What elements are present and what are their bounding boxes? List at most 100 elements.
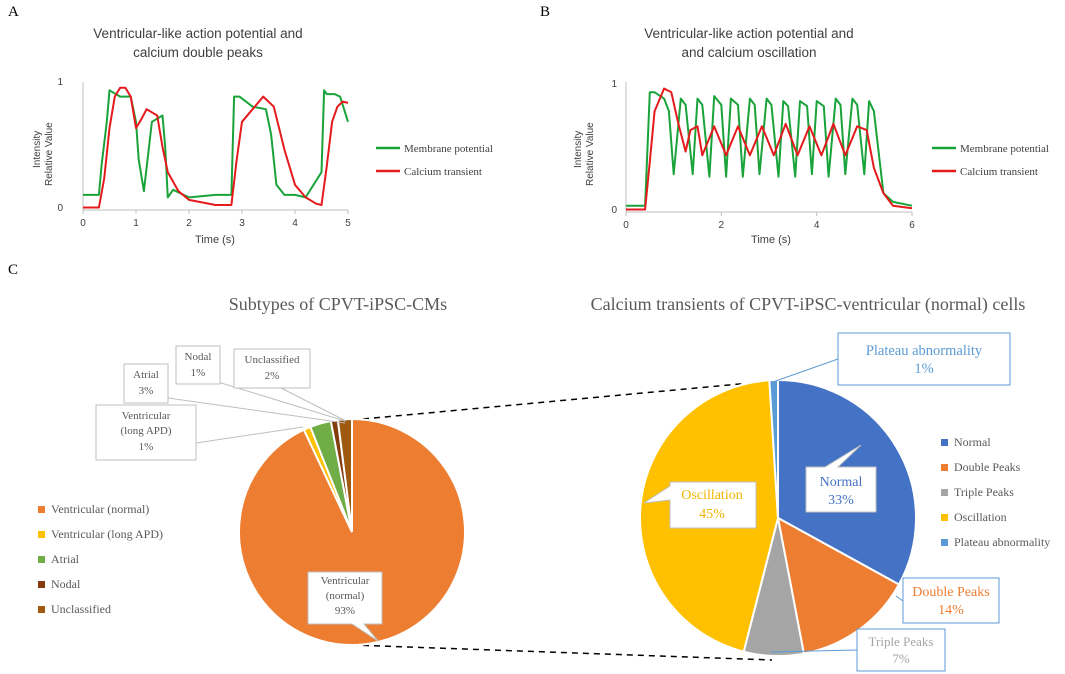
pie-right-legend-label-double-peaks: Double Peaks (954, 460, 1021, 474)
panel-a-title-line-1: Ventricular-like action potential and (93, 26, 302, 41)
pie-right-legend-label-plateau-abnormality: Plateau abnormality (954, 535, 1050, 549)
panel-a-xlabel: Time (s) (195, 234, 235, 246)
callout-nodal: Nodal 1% (175, 345, 221, 385)
callout-double-peaks: Double Peaks 14% (895, 577, 1000, 624)
callout-ventricular-normal-line-3: 93% (335, 605, 355, 617)
pie-left-legend-swatch-nodal (38, 581, 45, 588)
panel-b-series-membrane-potential (626, 91, 913, 207)
panel-c-letter: C (8, 262, 18, 278)
callout-unclassified-box (233, 348, 311, 389)
panel-b-xtick-3: 6 (909, 220, 915, 231)
callout-normal-line-2: 33% (828, 493, 854, 508)
panel-b-ytick-0: 0 (611, 205, 617, 216)
pie-left-legend-label-ventricular-normal: Ventricular (normal) (51, 502, 149, 516)
callout-oscillation-line-2: 45% (699, 507, 725, 522)
pie-right-legend-swatch-plateau-abnormality (941, 539, 948, 546)
callout-triple-peaks-line-2: 7% (892, 651, 910, 666)
panel-a-xtick-0: 0 (80, 218, 86, 229)
pie-left-legend-label-nodal: Nodal (51, 577, 81, 591)
pie-left (238, 417, 466, 646)
callout-normal: Normal 33% (805, 444, 877, 513)
panel-a-xtick-5: 5 (345, 218, 351, 229)
leader-plateau (772, 358, 839, 383)
zoom-connector-bottom (351, 644, 773, 661)
callout-plateau-line-2: 1% (914, 361, 933, 377)
panel-a-xtick-2: 2 (186, 218, 192, 229)
pie-right-legend-swatch-double-peaks (941, 464, 948, 471)
callout-ventricular-long-line-2: (long APD) (120, 425, 171, 437)
leader-ventricular-long (195, 426, 304, 444)
panel-a-title-line-2: calcium double peaks (133, 45, 263, 60)
callout-triple-peaks: Triple Peaks 7% (769, 628, 946, 672)
callout-unclassified-line-2: 2% (265, 370, 280, 382)
panel-a-xtick-4: 4 (292, 218, 298, 229)
callout-double-peaks-box (902, 577, 1000, 624)
panel-b-legend: Membrane potential Calcium transient (932, 143, 1049, 178)
callout-atrial: Atrial 3% (123, 363, 169, 404)
panel-a-legend-membrane: Membrane potential (404, 143, 493, 155)
panel-b-xlabel: Time (s) (751, 234, 791, 246)
leader-atrial (167, 397, 346, 424)
panel-a-series-membrane-potential (83, 89, 349, 199)
panel-b-letter: B (540, 4, 550, 20)
pie-left-legend-swatch-ventricular-normal (38, 506, 45, 513)
leader-double-peaks (895, 595, 904, 602)
callout-ventricular-normal-line-2: (normal) (326, 590, 365, 602)
callout-ventricular-long: Ventricular (long APD) 1% (95, 404, 197, 461)
pie-left-legend-swatch-unclassified (38, 606, 45, 613)
callout-triple-peaks-box (856, 628, 946, 672)
callout-ventricular-long-box (95, 404, 197, 461)
panel-b-ylabel-line-2: Relative Value (585, 122, 596, 186)
callout-ventricular-normal: Ventricular (normal) 93% (307, 571, 383, 642)
panel-a-ytick-0: 0 (57, 203, 63, 214)
pie-right-title: Calcium transients of CPVT-iPSC-ventricu… (591, 294, 1026, 315)
callout-atrial-box (123, 363, 169, 404)
pie-left-title: Subtypes of CPVT-iPSC-CMs (229, 294, 447, 314)
panel-a-xtick-3: 3 (239, 218, 245, 229)
pie-left-legend-label-ventricular-long-apd: Ventricular (long APD) (51, 527, 163, 541)
pie-left-legend-label-atrial: Atrial (51, 552, 80, 566)
pie-left-legend-swatch-ventricular-long-apd (38, 531, 45, 538)
pie-left-legend-label-unclassified: Unclassified (51, 602, 111, 616)
callout-nodal-box (175, 345, 221, 385)
callout-unclassified: Unclassified 2% (233, 348, 311, 389)
panel-b-ytick-1: 1 (611, 79, 617, 90)
panel-b-legend-calcium: Calcium transient (960, 166, 1038, 178)
panel-a-ytick-1: 1 (57, 77, 63, 88)
panel-a-ylabel-line-1: Intensity (32, 131, 43, 168)
pie-right-legend-swatch-oscillation (941, 514, 948, 521)
panel-b-ylabel-line-1: Intensity (573, 131, 584, 168)
callout-unclassified-line-1: Unclassified (245, 354, 300, 366)
panel-b-series-calcium-transient (626, 87, 913, 211)
panel-a-legend-calcium: Calcium transient (404, 166, 482, 178)
panel-a-xtick-1: 1 (133, 218, 139, 229)
callout-normal-line-1: Normal (820, 475, 863, 490)
callout-oscillation-line-1: Oscillation (681, 488, 742, 503)
pie-left-slice-unclassified (336, 417, 353, 533)
leader-unclassified (280, 387, 347, 422)
callout-atrial-line-1: Atrial (133, 369, 159, 381)
callout-double-peaks-line-2: 14% (938, 603, 964, 618)
pie-right-legend: Normal Double Peaks Triple Peaks Oscillatio… (941, 435, 1050, 549)
panel-a-letter: A (8, 4, 19, 20)
callout-ventricular-normal-box (307, 571, 383, 642)
callout-ventricular-long-line-3: 1% (139, 441, 154, 453)
pie-right-legend-label-triple-peaks: Triple Peaks (954, 485, 1014, 499)
callout-double-peaks-line-1: Double Peaks (912, 585, 989, 600)
panel-a-ylabel-line-2: Relative Value (44, 122, 55, 186)
callout-plateau-line-1: Plateau abnormality (866, 343, 983, 359)
pie-right-legend-swatch-normal (941, 439, 948, 446)
callout-plateau-box (837, 332, 1011, 386)
panel-b-title-line-1: Ventricular-like action potential and (644, 26, 853, 41)
callout-normal-box (805, 444, 877, 513)
pie-left-legend: Ventricular (normal) Ventricular (long AP… (38, 502, 163, 616)
callout-atrial-line-2: 3% (139, 385, 154, 397)
pie-right-legend-label-normal: Normal (954, 435, 991, 449)
callout-ventricular-normal-line-1: Ventricular (321, 575, 370, 587)
panel-b-legend-membrane: Membrane potential (960, 143, 1049, 155)
callout-plateau: Plateau abnormality 1% (772, 332, 1011, 386)
pie-right-legend-label-oscillation: Oscillation (954, 510, 1007, 524)
panel-b-xtick-0: 0 (623, 220, 629, 231)
panel-a-series-calcium-transient (83, 86, 349, 209)
